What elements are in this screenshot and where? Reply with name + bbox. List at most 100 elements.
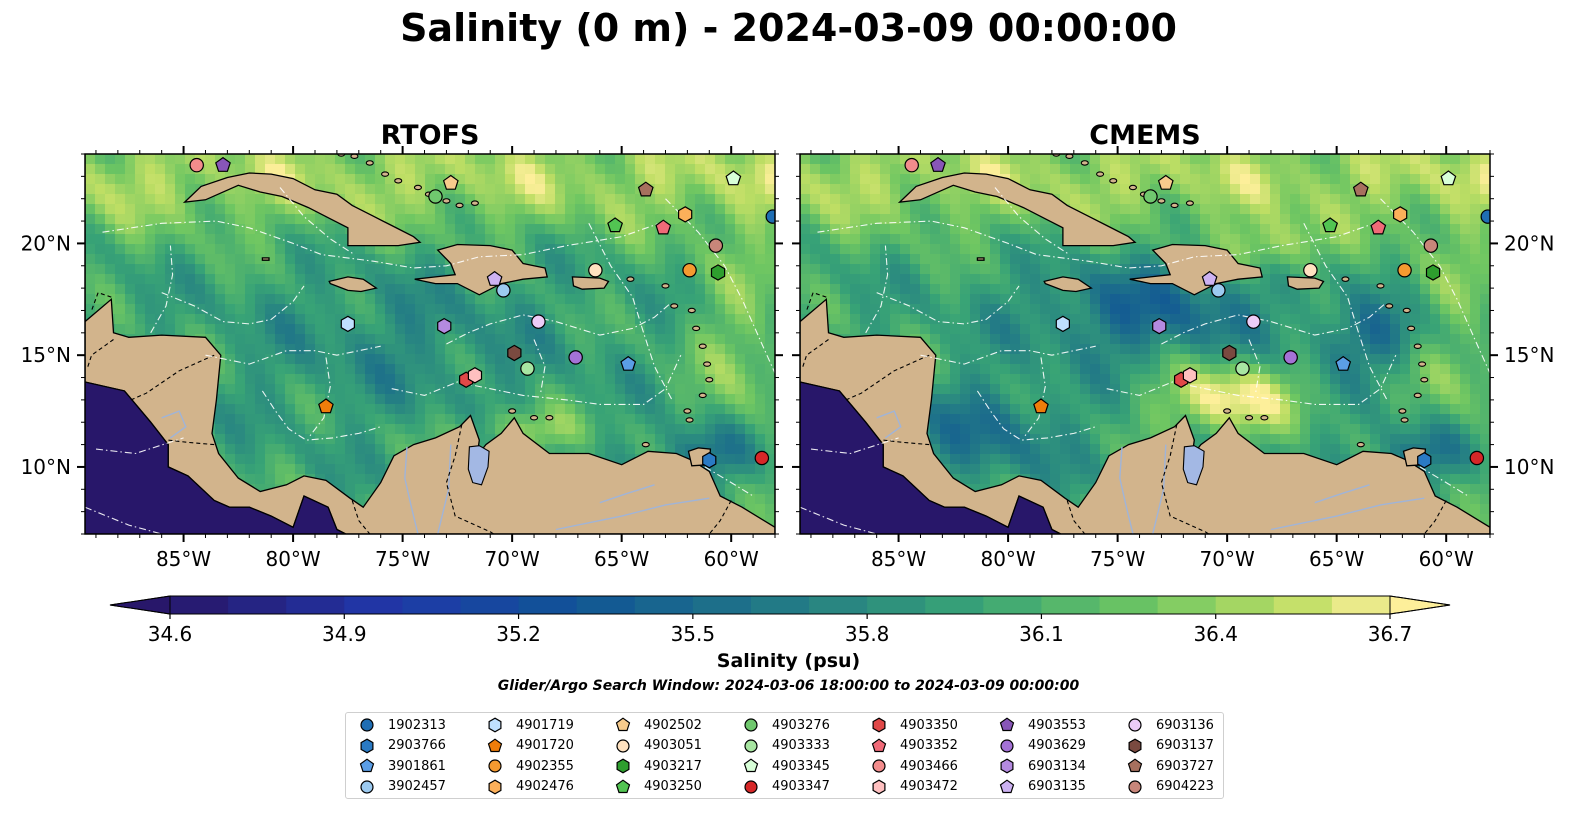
legend-label: 6903134 xyxy=(1028,758,1086,774)
float-marker-6903134-cmems xyxy=(1152,317,1167,335)
country-border xyxy=(845,354,930,401)
colorbar-segment xyxy=(1099,596,1159,614)
legend-circle-icon xyxy=(744,779,758,794)
float-marker-4901720-cmems xyxy=(1033,398,1049,414)
float-marker-4903553-cmems xyxy=(930,156,946,172)
lon-tick-label: 70°W xyxy=(485,547,540,571)
float-marker-4903250-legend xyxy=(615,778,631,793)
legend-circle-icon xyxy=(1000,738,1014,753)
float-marker-4903352-cmems xyxy=(1370,219,1387,235)
lon-tick-label: 60°W xyxy=(1419,547,1474,571)
legend-item: 6903135 xyxy=(996,777,1086,797)
float-marker-4903217-legend xyxy=(616,758,630,774)
float-marker-6904223-rtofs xyxy=(708,238,724,253)
land-caymans xyxy=(976,257,985,261)
legend-label: 6903135 xyxy=(1028,779,1086,794)
legend-label: 4903352 xyxy=(900,738,958,753)
eez-boundary xyxy=(994,187,1070,256)
country-border xyxy=(168,439,215,446)
river xyxy=(404,446,419,534)
legend-item: 4902355 xyxy=(484,756,574,776)
panel-title-cmems: CMEMS xyxy=(1089,120,1201,151)
float-marker-4903629-legend xyxy=(1000,738,1014,753)
float-marker-4903333-legend xyxy=(744,738,758,753)
legend-item: 4903629 xyxy=(996,736,1086,756)
colorbar-tick-label: 34.9 xyxy=(322,622,367,646)
legend-item: 4902476 xyxy=(484,777,574,797)
country-border xyxy=(708,500,732,534)
legend-item: 4903051 xyxy=(612,736,702,756)
colorbar-segment xyxy=(1331,596,1391,614)
river xyxy=(1314,484,1370,504)
float-marker-4903276-rtofs xyxy=(428,189,443,204)
float-marker-3901861-legend xyxy=(359,758,375,773)
float-marker-4902355-legend xyxy=(488,759,502,773)
float-marker-6903727-legend xyxy=(1127,758,1143,773)
legend-label: 6903136 xyxy=(1156,717,1214,733)
lon-tick-label: 60°W xyxy=(704,547,759,571)
legend-pentagon-icon xyxy=(743,758,759,773)
legend-circle-icon xyxy=(616,738,630,753)
colorbar-segment xyxy=(460,596,520,614)
float-marker-4903217-cmems xyxy=(1425,264,1441,281)
legend-label: 4903276 xyxy=(772,717,830,733)
country-border xyxy=(1423,500,1447,534)
lon-tick-label: 75°W xyxy=(375,547,430,571)
colorbar-segment xyxy=(925,596,984,614)
float-marker-3901861-rtofs xyxy=(620,355,637,371)
colorbar-extend-high xyxy=(1389,595,1451,615)
colorbar-tick-label: 34.6 xyxy=(148,622,193,646)
land-caymans xyxy=(261,257,270,261)
legend-label: 3901861 xyxy=(388,758,446,774)
colorbar-segment xyxy=(1157,596,1217,614)
float-marker-4903472-cmems xyxy=(1182,367,1198,384)
legend-circle-icon xyxy=(360,718,374,732)
legend-pentagon-icon xyxy=(999,717,1015,732)
float-markers-cmems xyxy=(904,156,1490,469)
colorbar-segment xyxy=(1041,596,1101,614)
legend-label: 4902502 xyxy=(644,717,702,733)
land-cuba xyxy=(897,172,1137,247)
float-marker-4902502-cmems xyxy=(1157,174,1174,190)
eez-boundary xyxy=(1161,303,1386,345)
legend-label: 4903051 xyxy=(644,738,702,753)
colorbar-segment xyxy=(402,596,461,614)
legend-item: 4901720 xyxy=(484,736,574,756)
legend-item: 1902313 xyxy=(356,715,446,735)
float-marker-6903136-legend xyxy=(1128,718,1142,732)
legend-label: 4903250 xyxy=(644,779,702,794)
eez-boundary xyxy=(800,506,877,534)
eez-boundary xyxy=(865,245,889,334)
float-marker-4901720-rtofs xyxy=(318,398,334,414)
panel-title-rtofs: RTOFS xyxy=(380,120,480,151)
legend-hexagon-icon xyxy=(1128,738,1142,753)
river xyxy=(161,410,187,439)
eez-boundary xyxy=(533,339,546,394)
legend-item: 6904223 xyxy=(1124,777,1214,797)
legend-item: 6903134 xyxy=(996,756,1086,776)
lon-tick-label: 85°W xyxy=(871,547,926,571)
colorbar-tick-label: 35.5 xyxy=(671,622,716,646)
colorbar-segment xyxy=(518,596,578,614)
eez-boundary xyxy=(95,437,184,455)
legend-circle-icon xyxy=(488,759,502,773)
legend-item: 4903250 xyxy=(612,777,702,797)
lake-maracaibo xyxy=(467,445,490,486)
eez-boundary xyxy=(102,220,666,269)
float-marker-4903466-rtofs xyxy=(189,157,204,173)
legend-hexagon-icon xyxy=(1000,758,1014,774)
legend-item: 4903466 xyxy=(868,756,958,776)
float-marker-6903137-cmems xyxy=(1222,344,1237,362)
lat-tick-label: 10°N xyxy=(21,455,71,479)
eez-boundary xyxy=(1303,223,1388,401)
lake-maracaibo xyxy=(1182,445,1205,486)
legend-item: 4903553 xyxy=(996,715,1086,735)
map-panel-cmems: 85°W 80°W 75°W 70°W 65°W 60°W 10°N 15°N 20°N xyxy=(792,146,1554,571)
float-marker-4901719-legend xyxy=(488,717,502,733)
lat-tick-label: 15°N xyxy=(21,343,71,367)
lon-tick-label: 85°W xyxy=(156,547,211,571)
legend-label: 4903553 xyxy=(1028,717,1086,733)
float-marker-6903135-rtofs xyxy=(486,270,503,286)
eez-boundary xyxy=(279,187,355,256)
float-marker-6903135-cmems xyxy=(1201,270,1218,286)
